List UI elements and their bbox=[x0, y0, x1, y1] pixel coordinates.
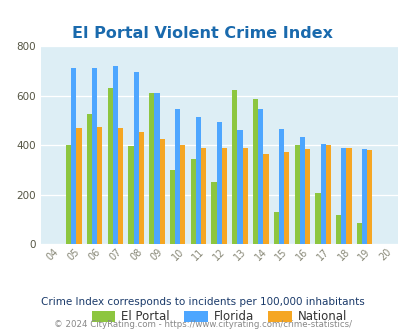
Bar bbox=[107, 88, 113, 244]
Bar bbox=[345, 148, 351, 244]
Bar bbox=[97, 127, 102, 244]
Bar bbox=[237, 130, 242, 244]
Bar bbox=[190, 159, 195, 244]
Bar bbox=[341, 148, 345, 244]
Bar bbox=[169, 170, 175, 244]
Bar bbox=[361, 149, 367, 244]
Bar bbox=[149, 93, 154, 244]
Bar bbox=[304, 149, 309, 244]
Bar bbox=[175, 109, 180, 244]
Bar bbox=[133, 72, 139, 244]
Legend: El Portal, Florida, National: El Portal, Florida, National bbox=[87, 306, 351, 328]
Bar bbox=[180, 145, 185, 244]
Bar bbox=[242, 148, 247, 244]
Bar bbox=[284, 152, 289, 244]
Bar bbox=[154, 93, 159, 244]
Bar bbox=[92, 69, 97, 244]
Bar bbox=[278, 129, 284, 244]
Bar bbox=[273, 212, 278, 244]
Bar bbox=[200, 148, 206, 244]
Text: El Portal Violent Crime Index: El Portal Violent Crime Index bbox=[72, 26, 333, 41]
Bar bbox=[139, 132, 144, 244]
Bar bbox=[211, 182, 216, 244]
Bar bbox=[258, 109, 263, 244]
Bar bbox=[76, 128, 81, 244]
Text: © 2024 CityRating.com - https://www.cityrating.com/crime-statistics/: © 2024 CityRating.com - https://www.city… bbox=[54, 319, 351, 329]
Bar bbox=[356, 223, 361, 244]
Bar bbox=[221, 148, 226, 244]
Bar bbox=[252, 99, 258, 244]
Bar bbox=[195, 117, 200, 244]
Bar bbox=[113, 66, 118, 244]
Bar bbox=[263, 154, 268, 244]
Text: Crime Index corresponds to incidents per 100,000 inhabitants: Crime Index corresponds to incidents per… bbox=[41, 297, 364, 307]
Bar bbox=[71, 69, 76, 244]
Bar bbox=[118, 128, 123, 244]
Bar bbox=[315, 193, 320, 244]
Bar bbox=[66, 145, 71, 244]
Bar bbox=[87, 114, 92, 244]
Bar bbox=[159, 139, 164, 244]
Bar bbox=[232, 89, 237, 244]
Bar bbox=[294, 145, 299, 244]
Bar bbox=[299, 137, 304, 244]
Bar bbox=[335, 214, 341, 244]
Bar bbox=[367, 150, 371, 244]
Bar bbox=[128, 147, 133, 244]
Bar bbox=[325, 145, 330, 244]
Bar bbox=[320, 144, 325, 244]
Bar bbox=[216, 122, 221, 244]
